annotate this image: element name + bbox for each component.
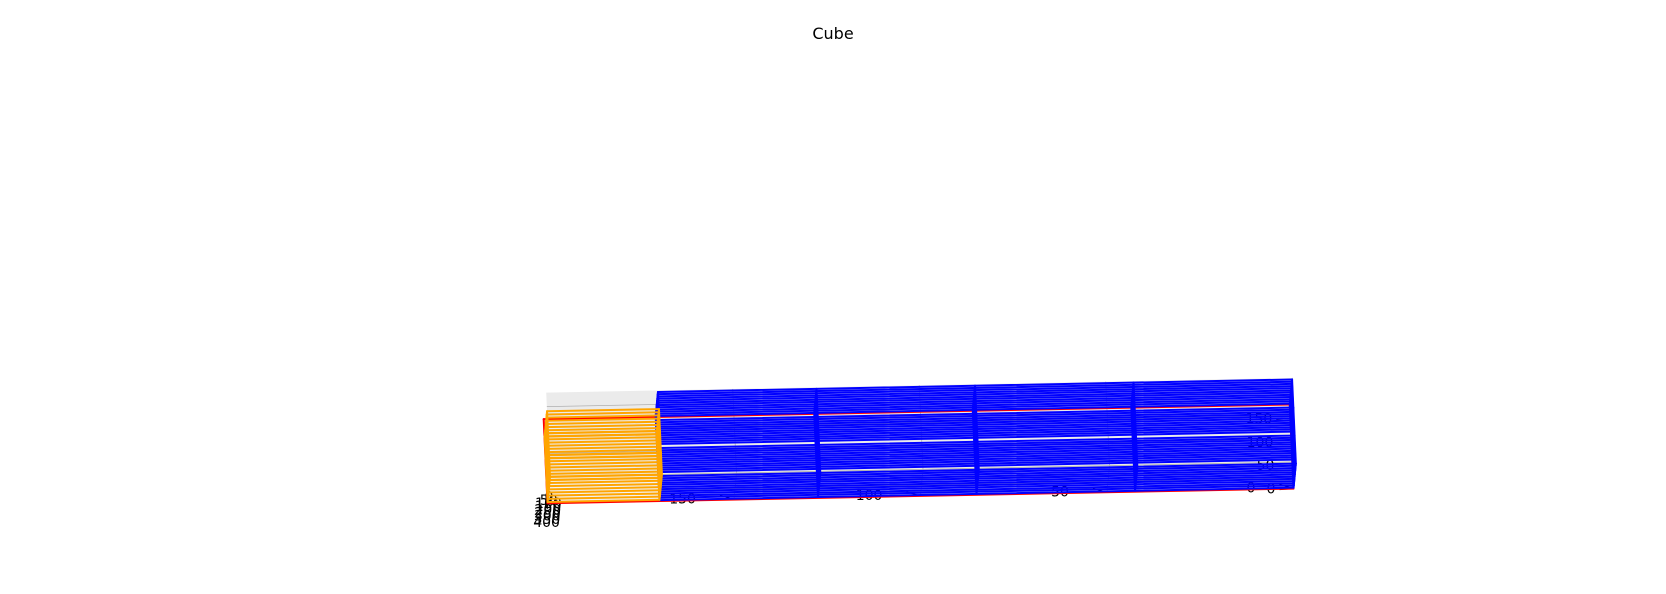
wire-edge-y	[546, 467, 661, 472]
wire-edge-y	[545, 445, 660, 450]
chart-title: Cube	[812, 24, 854, 43]
wire-edge-y	[544, 420, 659, 425]
wire-edge-y	[544, 452, 659, 457]
wireframe-box-3	[543, 408, 663, 503]
wireframe-boxes	[542, 378, 1297, 505]
wire-edge-z	[543, 435, 549, 503]
wire-edge-y	[544, 427, 659, 432]
x-tick-label: 250	[534, 505, 561, 521]
wire-edge-z	[655, 433, 661, 501]
wire-edge-y	[548, 479, 663, 484]
wire-edge-y	[546, 498, 661, 503]
wireframe-box-2	[654, 378, 1297, 502]
wire-edge-y	[545, 414, 660, 419]
wire-edge-y	[546, 470, 661, 475]
wire-edge-y	[548, 482, 662, 488]
wire-edge-y	[545, 442, 660, 447]
wire-edge-y	[546, 439, 661, 444]
wire-edge-y	[547, 457, 662, 463]
wire-edge-y	[545, 417, 660, 422]
x-tick-label: 200	[534, 502, 561, 518]
wire-edge-y	[547, 461, 662, 466]
wire-edge-y	[543, 430, 658, 435]
wire-edge-y	[546, 408, 660, 413]
wire-edge-y	[547, 486, 662, 491]
wire-edge-y	[546, 436, 661, 441]
wire-edge-y	[544, 423, 659, 429]
wire-edge-y	[547, 492, 662, 497]
wire-edge-y	[547, 489, 662, 494]
wire-edge-z	[1130, 405, 1137, 492]
grid-line-z-side	[549, 461, 1297, 478]
wire-edge-y	[546, 495, 661, 500]
wire-edge-z	[971, 408, 978, 495]
wire-edge-y	[543, 433, 658, 438]
wire-edge-y	[545, 476, 660, 482]
x-tick-label: 350	[534, 512, 561, 528]
wire-edge-z	[1288, 402, 1295, 489]
x-tick-label: 300	[534, 509, 561, 525]
wire-edge-y	[545, 448, 660, 454]
wire-edge-y	[544, 455, 659, 460]
wire-edge-y	[545, 411, 660, 416]
wire-edge-y	[546, 464, 661, 469]
wire-edge-y	[545, 473, 660, 479]
wire-edge-z	[813, 411, 819, 498]
x-tick-label: 400	[533, 515, 560, 531]
